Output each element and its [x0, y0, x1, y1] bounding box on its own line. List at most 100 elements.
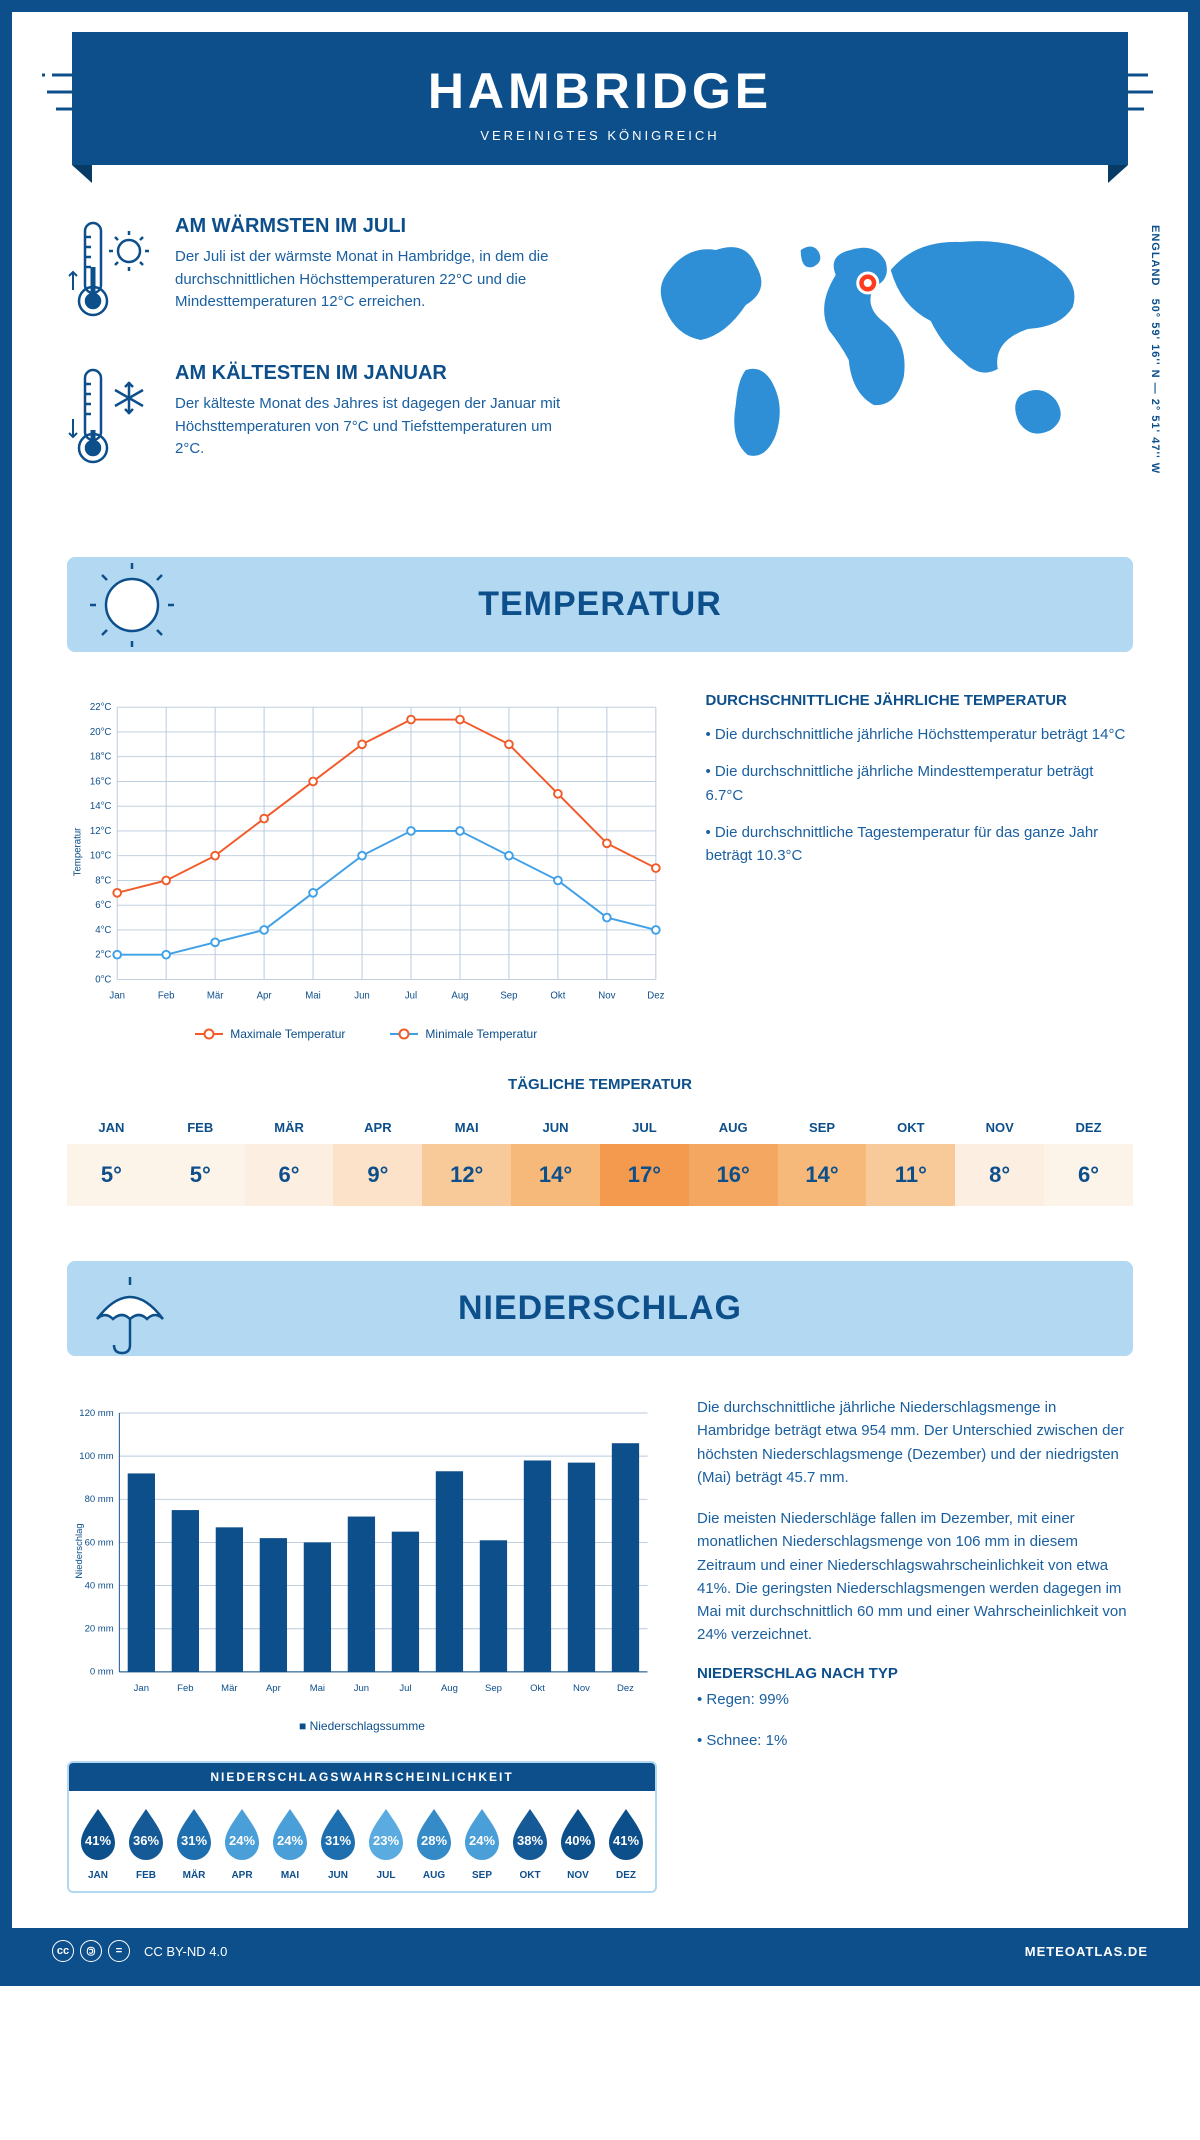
coordinates: ENGLAND 50° 59' 16'' N — 2° 51' 47'' W [1149, 225, 1161, 474]
daily-temp-title: TÄGLICHE TEMPERATUR [67, 1076, 1133, 1093]
umbrella-icon [85, 1267, 175, 1357]
svg-text:Jun: Jun [354, 1683, 369, 1694]
svg-text:0 mm: 0 mm [90, 1667, 114, 1678]
svg-text:Jul: Jul [399, 1683, 411, 1694]
svg-text:12°C: 12°C [90, 826, 112, 837]
svg-text:24%: 24% [229, 1833, 255, 1848]
svg-text:Aug: Aug [451, 991, 468, 1002]
svg-text:20°C: 20°C [90, 727, 112, 738]
svg-text:Okt: Okt [530, 1683, 545, 1694]
cc-icon: cc [52, 1940, 74, 1962]
country-subtitle: VEREINIGTES KÖNIGREICH [72, 128, 1128, 143]
prob-drop: 23%JUL [363, 1805, 409, 1881]
daily-cell: NOV8° [955, 1111, 1044, 1206]
precip-prob-box: NIEDERSCHLAGSWAHRSCHEINLICHKEIT 41%JAN36… [67, 1761, 657, 1893]
city-title: HAMBRIDGE [72, 62, 1128, 120]
svg-text:Nov: Nov [598, 991, 615, 1002]
thermometer-snow-icon [67, 362, 157, 472]
svg-text:Temperatur: Temperatur [73, 827, 84, 877]
precip-section-bar: NIEDERSCHLAG [67, 1261, 1133, 1356]
prob-drop: 41%DEZ [603, 1805, 649, 1881]
svg-text:Jun: Jun [354, 991, 370, 1002]
svg-text:Niederschlag: Niederschlag [74, 1523, 85, 1578]
svg-text:Mär: Mär [207, 991, 224, 1002]
temperature-section-bar: TEMPERATUR [67, 557, 1133, 652]
temp-text-p2: • Die durchschnittliche jährliche Mindes… [706, 760, 1134, 807]
precip-legend: Niederschlagssumme [67, 1719, 657, 1733]
prob-drop: 24%MAI [267, 1805, 313, 1881]
svg-text:Dez: Dez [617, 1683, 634, 1694]
title-banner: HAMBRIDGE VEREINIGTES KÖNIGREICH [72, 32, 1128, 165]
svg-text:18°C: 18°C [90, 752, 112, 763]
temp-text-heading: DURCHSCHNITTLICHE JÄHRLICHE TEMPERATUR [706, 692, 1134, 709]
svg-text:Apr: Apr [266, 1683, 281, 1694]
svg-text:Nov: Nov [573, 1683, 590, 1694]
footer: cc 🄯 = CC BY-ND 4.0 METEOATLAS.DE [12, 1928, 1188, 1974]
warmest-fact: AM WÄRMSTEN IM JULI Der Juli ist der wär… [67, 215, 583, 330]
daily-cell: SEP14° [778, 1111, 867, 1206]
prob-drop: 24%APR [219, 1805, 265, 1881]
daily-cell: JUL17° [600, 1111, 689, 1206]
svg-text:8°C: 8°C [95, 875, 111, 886]
prob-drop: 24%SEP [459, 1805, 505, 1881]
svg-text:10°C: 10°C [90, 851, 112, 862]
svg-text:31%: 31% [325, 1833, 351, 1848]
precip-type-1: • Regen: 99% [697, 1688, 1133, 1711]
svg-text:Mär: Mär [221, 1683, 237, 1694]
daily-cell: AUG16° [689, 1111, 778, 1206]
svg-text:80 mm: 80 mm [85, 1494, 114, 1505]
svg-text:Jul: Jul [405, 991, 417, 1002]
temp-legend: .leg-sw:nth-child(1)::after{border-color… [67, 1027, 666, 1041]
svg-text:Mai: Mai [305, 991, 321, 1002]
prob-drop: 40%NOV [555, 1805, 601, 1881]
daily-temp-table: JAN5°FEB5°MÄR6°APR9°MAI12°JUN14°JUL17°AU… [67, 1111, 1133, 1206]
svg-text:100 mm: 100 mm [79, 1451, 113, 1462]
temperature-title: TEMPERATUR [67, 585, 1133, 624]
svg-text:24%: 24% [277, 1833, 303, 1848]
svg-text:22°C: 22°C [90, 702, 112, 713]
daily-cell: MAI12° [422, 1111, 511, 1206]
svg-text:36%: 36% [133, 1833, 159, 1848]
daily-cell: MÄR6° [245, 1111, 334, 1206]
by-icon: 🄯 [80, 1940, 102, 1962]
daily-cell: OKT11° [866, 1111, 955, 1206]
prob-drop: 28%AUG [411, 1805, 457, 1881]
svg-text:Sep: Sep [485, 1683, 502, 1694]
precip-title: NIEDERSCHLAG [67, 1289, 1133, 1328]
coldest-title: AM KÄLTESTEN IM JANUAR [175, 362, 583, 385]
nd-icon: = [108, 1940, 130, 1962]
svg-text:0°C: 0°C [95, 974, 111, 985]
warmest-text: Der Juli ist der wärmste Monat in Hambri… [175, 246, 583, 314]
daily-cell: FEB5° [156, 1111, 245, 1206]
daily-cell: DEZ6° [1044, 1111, 1133, 1206]
svg-text:2°C: 2°C [95, 950, 111, 961]
prob-drop: 41%JAN [75, 1805, 121, 1881]
svg-text:Aug: Aug [441, 1683, 458, 1694]
prob-drop: 38%OKT [507, 1805, 553, 1881]
svg-text:38%: 38% [517, 1833, 543, 1848]
precip-bar-chart: 0 mm20 mm40 mm60 mm80 mm100 mm120 mmJanF… [67, 1396, 657, 1706]
temperature-line-chart: 0°C2°C4°C6°C8°C10°C12°C14°C16°C18°C20°C2… [67, 692, 666, 1012]
daily-cell: APR9° [333, 1111, 422, 1206]
precip-p2: Die meisten Niederschläge fallen im Deze… [697, 1507, 1133, 1647]
coldest-text: Der kälteste Monat des Jahres ist dagege… [175, 393, 583, 461]
prob-drop: 36%FEB [123, 1805, 169, 1881]
daily-cell: JUN14° [511, 1111, 600, 1206]
svg-text:Jan: Jan [134, 1683, 149, 1694]
svg-text:16°C: 16°C [90, 776, 112, 787]
svg-text:28%: 28% [421, 1833, 447, 1848]
sun-icon [85, 563, 180, 658]
svg-text:41%: 41% [613, 1833, 639, 1848]
svg-text:Mai: Mai [310, 1683, 325, 1694]
precip-type-title: NIEDERSCHLAG NACH TYP [697, 1665, 1133, 1682]
svg-text:6°C: 6°C [95, 900, 111, 911]
temp-text-p3: • Die durchschnittliche Tagestemperatur … [706, 821, 1134, 868]
svg-text:60 mm: 60 mm [85, 1537, 114, 1548]
svg-text:24%: 24% [469, 1833, 495, 1848]
world-map [618, 215, 1134, 475]
license-text: CC BY-ND 4.0 [144, 1944, 227, 1959]
daily-cell: JAN5° [67, 1111, 156, 1206]
svg-text:Okt: Okt [550, 991, 565, 1002]
site-name: METEOATLAS.DE [1025, 1944, 1148, 1959]
svg-text:Sep: Sep [500, 991, 517, 1002]
